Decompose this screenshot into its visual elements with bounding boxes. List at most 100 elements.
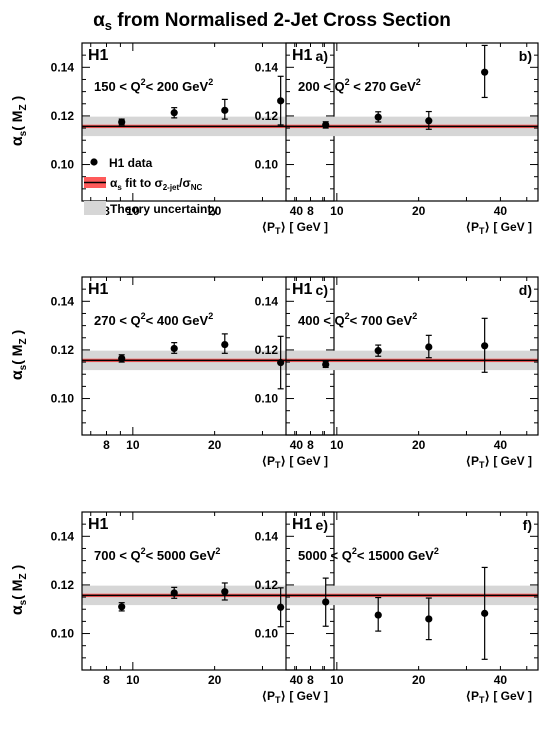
x-tick-label: 20 — [412, 438, 426, 452]
data-point — [322, 577, 330, 627]
y-tick-label: 0.10 — [255, 627, 279, 641]
q2-range-label: 150 < Q2< 200 GeV2 — [94, 77, 213, 94]
y-tick-label: 0.12 — [255, 578, 279, 592]
panel-letter: e) — [316, 517, 328, 533]
x-axis-label: ⟨PT⟩ [ GeV ] — [466, 454, 533, 470]
panel-letter: c) — [316, 282, 328, 298]
collaboration-label: H1 — [88, 281, 109, 298]
data-point — [118, 602, 126, 612]
x-tick-label: 10 — [330, 204, 344, 218]
data-point — [221, 98, 229, 120]
data-point — [374, 111, 382, 123]
y-axis-label: αs( MZ ) — [9, 330, 29, 380]
q2-range-label: 5000 < Q2< 15000 GeV2 — [298, 546, 439, 563]
data-marker — [277, 358, 285, 367]
data-marker — [374, 347, 382, 355]
y-tick-label: 0.14 — [255, 60, 279, 74]
data-point — [170, 107, 178, 119]
x-tick-label: 10 — [126, 204, 140, 218]
y-tick-label: 0.14 — [51, 294, 75, 308]
collaboration-label: H1 — [88, 47, 109, 64]
y-tick-label: 0.14 — [51, 529, 75, 543]
data-marker — [481, 68, 489, 76]
data-point — [481, 566, 489, 660]
x-tick-label: 8 — [103, 204, 110, 218]
y-tick-label: 0.14 — [255, 294, 279, 308]
data-marker — [322, 598, 330, 606]
x-tick-label: 40 — [494, 204, 508, 218]
x-tick-label: 10 — [126, 438, 140, 452]
x-tick-label: 8 — [307, 204, 314, 218]
y-tick-label: 0.14 — [255, 529, 279, 543]
data-marker — [425, 117, 433, 125]
collaboration-label: H1 — [292, 47, 313, 64]
data-marker — [221, 106, 229, 114]
collaboration-label: H1 — [292, 516, 313, 533]
data-marker — [425, 343, 433, 351]
x-tick-label: 8 — [307, 673, 314, 687]
x-tick-label: 20 — [412, 673, 426, 687]
plot-frame — [285, 42, 539, 202]
panel-letter: a) — [316, 48, 328, 64]
x-tick-label: 10 — [126, 673, 140, 687]
data-point — [221, 582, 229, 601]
y-tick-label: 0.10 — [255, 392, 279, 406]
data-marker — [170, 589, 178, 597]
q2-range-label: 270 < Q2< 400 GeV2 — [94, 311, 213, 328]
x-tick-label: 20 — [412, 204, 426, 218]
collaboration-label: H1 — [88, 516, 109, 533]
q2-range-label: 200 < Q2 < 270 GeV2 — [298, 77, 421, 94]
data-point — [170, 342, 178, 354]
data-point — [170, 586, 178, 599]
x-tick-label: 8 — [103, 673, 110, 687]
y-tick-label: 0.10 — [51, 627, 75, 641]
data-marker — [277, 603, 285, 611]
legend-data-label: H1 data — [109, 156, 153, 170]
data-point — [221, 333, 229, 354]
data-point — [277, 335, 285, 390]
q2-range-label: 700 < Q2< 5000 GeV2 — [94, 546, 220, 563]
x-tick-label: 40 — [290, 673, 304, 687]
data-marker — [277, 97, 285, 105]
panel-d: 0.10 0.12 0.14 8 10 20 40 ⟨PT⟩ [ GeV ] H1 d) 400 <… — [255, 276, 539, 470]
legend-theory-label: Theory uncertainty — [110, 202, 218, 216]
y-axis-label: αs( MZ ) — [9, 96, 29, 146]
plot-frame — [285, 276, 539, 436]
x-tick-label: 20 — [208, 438, 222, 452]
legend-theory-swatch — [84, 201, 106, 215]
y-tick-label: 0.12 — [255, 343, 279, 357]
x-tick-label: 40 — [494, 673, 508, 687]
x-tick-label: 10 — [330, 438, 344, 452]
x-tick-label: 20 — [208, 204, 222, 218]
data-point — [322, 121, 330, 129]
data-point — [374, 344, 382, 357]
panel-letter: d) — [519, 282, 532, 298]
data-marker — [322, 121, 330, 129]
legend-fit-label: αs fit to σ2-jet/σNC — [110, 176, 202, 192]
x-axis-label: ⟨PT⟩ [ GeV ] — [466, 689, 533, 705]
data-point — [425, 597, 433, 641]
data-point — [322, 360, 330, 369]
x-tick-label: 40 — [290, 438, 304, 452]
data-marker — [481, 342, 489, 350]
data-marker — [322, 360, 330, 369]
y-tick-label: 0.12 — [51, 578, 75, 592]
panel-e: 0.10 0.12 0.14 8 10 20 40 ⟨PT⟩ [ GeV ] αs( MZ ) H… — [9, 511, 335, 705]
data-marker — [221, 340, 229, 349]
data-marker — [374, 611, 382, 619]
data-point — [277, 75, 285, 126]
legend: H1 data αs fit to σ2-jet/σNC Theory uncert… — [84, 156, 218, 216]
x-tick-label: 40 — [290, 204, 304, 218]
data-marker — [170, 109, 178, 117]
data-marker — [170, 344, 178, 353]
panel-c: 0.10 0.12 0.14 8 10 20 40 ⟨PT⟩ [ GeV ] αs( MZ ) H… — [9, 276, 335, 470]
plot-frame — [285, 511, 539, 671]
x-tick-label: 8 — [307, 438, 314, 452]
q2-range-label: 400 < Q2< 700 GeV2 — [298, 311, 417, 328]
data-marker — [118, 118, 126, 126]
data-point — [481, 44, 489, 99]
data-marker — [481, 609, 489, 617]
data-marker — [221, 588, 229, 596]
panel-f: 0.10 0.12 0.14 8 10 20 40 ⟨PT⟩ [ GeV ] H1 f) 5000 … — [255, 511, 539, 705]
